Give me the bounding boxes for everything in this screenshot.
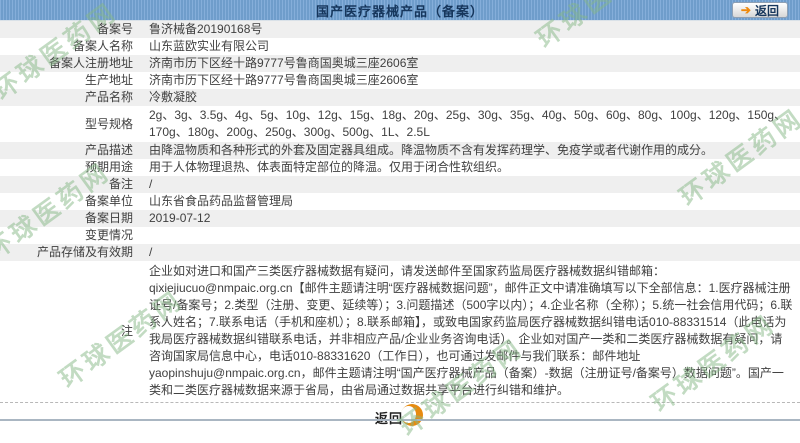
table-row: 备注 / — [0, 176, 800, 193]
field-value: 山东省食品药品监督管理局 — [149, 194, 294, 208]
table-row: 预期用途 用于人体物理退热、体表面特定部位的降温。仅用于闭合性软组织。 — [0, 159, 800, 176]
table-row: 产品名称 冷敷凝胶 — [0, 89, 800, 106]
field-value: 山东蓝欧实业有限公司 — [149, 39, 270, 53]
table-row: 备案人名称 山东蓝欧实业有限公司 — [0, 38, 800, 55]
table-row: 备案单位 山东省食品药品监督管理局 — [0, 193, 800, 210]
table-row: 产品描述 由降温物质和各种形式的外套及固定器具组成。降温物质不含有发挥药理学、免疫… — [0, 142, 800, 159]
field-value: 2019-07-12 — [141, 210, 800, 227]
record-table: 备案号 鲁济械备20190168号 备案人名称 山东蓝欧实业有限公司 备案人注册地址… — [0, 21, 800, 401]
field-label: 变更情况 — [84, 228, 133, 242]
field-label: 产品描述 — [0, 142, 141, 159]
back-button-bottom[interactable]: 返回 — [375, 404, 425, 426]
field-value: 济南市历下区经十路9777号鲁商国奥城三座2606室 — [149, 73, 419, 87]
field-value: / — [141, 244, 800, 261]
field-label: 产品名称 — [0, 89, 141, 106]
field-value: / — [141, 176, 800, 193]
bottom-divider — [0, 419, 800, 421]
field-value: 冷敷凝胶 — [141, 89, 800, 106]
field-label: 备案日期 — [0, 210, 141, 227]
field-value: 鲁济械备20190168号 — [141, 21, 800, 38]
table-row: 变更情况 — [0, 227, 800, 244]
field-value: 由降温物质和各种形式的外套及固定器具组成。降温物质不含有发挥药理学、免疫学或者代… — [141, 142, 800, 159]
table-row: 备案日期 2019-07-12 — [0, 210, 800, 227]
field-label: 型号规格 — [84, 116, 133, 131]
crescent-icon — [401, 404, 423, 426]
table-row-note: 注 企业如对进口和国产三类医疗器械数据有疑问，请发送邮件至国家药监局医疗器械数据纠… — [0, 261, 800, 401]
field-value: 2g、3g、3.5g、4g、5g、10g、12g、15g、18g、20g、25g… — [149, 108, 787, 139]
field-label: 预期用途 — [84, 160, 133, 174]
field-label: 产品存储及有效期 — [0, 244, 141, 261]
field-label: 备案号 — [0, 21, 141, 38]
table-row: 型号规格 2g、3g、3.5g、4g、5g、10g、12g、15g、18g、20g… — [0, 106, 800, 142]
field-label: 备案单位 — [84, 194, 133, 208]
field-label: 注 — [120, 323, 133, 338]
field-value: 济南市历下区经十路9777号鲁商国奥城三座2606室 — [141, 55, 800, 72]
back-arrow-icon: ➔ — [740, 3, 751, 17]
page-title: 国产医疗器械产品（备案） — [315, 3, 484, 19]
field-label: 备案人名称 — [72, 39, 133, 53]
table-row: 产品存储及有效期 / — [0, 244, 800, 261]
field-label: 生产地址 — [84, 73, 133, 87]
field-value: 用于人体物理退热、体表面特定部位的降温。仅用于闭合性软组织。 — [149, 160, 510, 174]
back-button-label: 返回 — [754, 3, 779, 18]
field-value — [141, 227, 800, 244]
field-label: 备注 — [0, 176, 141, 193]
title-bar: 国产医疗器械产品（备案） ➔ 返回 — [0, 0, 800, 21]
footer: 返回 — [0, 402, 800, 427]
back-button-top[interactable]: ➔ 返回 — [731, 2, 788, 18]
table-row: 生产地址 济南市历下区经十路9777号鲁商国奥城三座2606室 — [0, 72, 800, 89]
table-row: 备案人注册地址 济南市历下区经十路9777号鲁商国奥城三座2606室 — [0, 55, 800, 72]
field-label: 备案人注册地址 — [0, 55, 141, 72]
back-button-bottom-label: 返回 — [375, 408, 403, 427]
table-row: 备案号 鲁济械备20190168号 — [0, 21, 800, 38]
note-text: 企业如对进口和国产三类医疗器械数据有疑问，请发送邮件至国家药监局医疗器械数据纠错… — [149, 264, 793, 397]
